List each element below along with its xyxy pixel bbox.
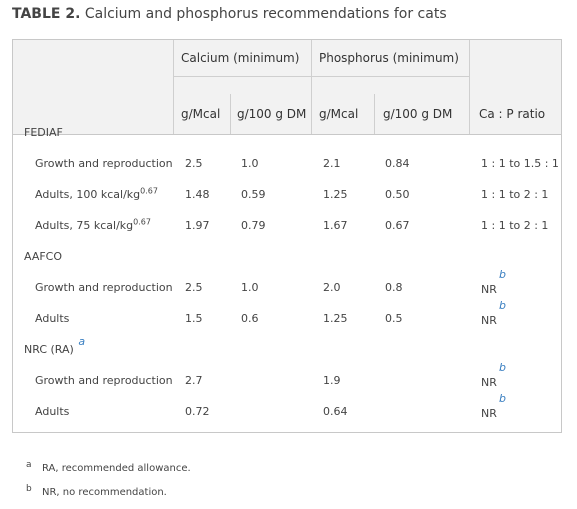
ratio-value: NR — [481, 283, 497, 296]
calcium-dm-header: g/100 g DM — [237, 107, 307, 121]
phosphorus-mcal-value: 2.1 — [323, 157, 341, 170]
group-label-nrc: NRC (RA) a — [24, 335, 85, 356]
phosphorus-mcal-value: 1.9 — [323, 374, 341, 387]
calcium-mcal-value: 1.48 — [185, 188, 210, 201]
phosphorus-dm-value: 0.67 — [385, 219, 410, 232]
row-label-text: Adults, 75 kcal/kg — [35, 219, 134, 232]
row-label: Growth and reproduction — [35, 374, 173, 387]
row-label: Growth and reproduction — [35, 281, 173, 294]
footnote-a-link[interactable]: a — [78, 335, 86, 348]
footnote-b-link[interactable]: b — [499, 361, 506, 374]
phosphorus-dm-value: 0.8 — [385, 281, 403, 294]
footnote-a-text: RA, recommended allowance. — [42, 463, 191, 474]
footnote-b-text: NR, no recommendation. — [42, 487, 167, 498]
row-label: Adults — [35, 312, 70, 325]
calcium-dm-value: 1.0 — [241, 157, 259, 170]
header-group-divider — [173, 76, 469, 77]
calcium-mcal-value: 2.7 — [185, 374, 203, 387]
phosphorus-dm-value: 0.50 — [385, 188, 410, 201]
calcium-mcal-value: 2.5 — [185, 157, 203, 170]
phosphorus-dm-value: 0.5 — [385, 312, 403, 325]
ratio-value: 1 : 1 to 2 : 1 — [481, 188, 549, 201]
exponent: 0.67 — [140, 186, 158, 196]
table-header: Calcium (minimum) Phosphorus (minimum) g… — [13, 40, 561, 135]
header-divider — [230, 94, 231, 134]
table-caption-text: Calcium and phosphorus recommendations f… — [84, 6, 447, 22]
calcium-dm-value: 1.0 — [241, 281, 259, 294]
header-divider — [374, 94, 375, 134]
ratio-value: 1 : 1 to 2 : 1 — [481, 219, 549, 232]
group-label-aafco: AAFCO — [24, 250, 63, 263]
calcium-mcal-header: g/Mcal — [181, 107, 221, 121]
row-label: Adults, 100 kcal/kg0.67 — [35, 186, 158, 201]
header-divider — [469, 40, 470, 134]
phosphorus-mcal-value: 1.25 — [323, 188, 348, 201]
calcium-mcal-value: 1.5 — [185, 312, 203, 325]
footnote-b-link[interactable]: b — [499, 299, 506, 312]
phosphorus-dm-header: g/100 g DM — [383, 107, 453, 121]
table-caption-label: TABLE 2. — [12, 6, 81, 22]
phosphorus-dm-value: 0.84 — [385, 157, 410, 170]
calcium-dm-value: 0.59 — [241, 188, 266, 201]
ratio-value: NR — [481, 407, 497, 420]
row-label: Adults — [35, 405, 70, 418]
row-label: Adults, 75 kcal/kg0.67 — [35, 217, 151, 232]
ratio-value: NR — [481, 314, 497, 327]
ratio-value: NR — [481, 376, 497, 389]
phosphorus-mcal-value: 0.64 — [323, 405, 348, 418]
phosphorus-group-header: Phosphorus (minimum) — [319, 51, 459, 65]
footnote-b-link[interactable]: b — [499, 268, 506, 281]
header-divider — [173, 40, 174, 134]
calcium-mcal-value: 0.72 — [185, 405, 210, 418]
phosphorus-mcal-value: 1.67 — [323, 219, 348, 232]
calcium-dm-value: 0.79 — [241, 219, 266, 232]
phosphorus-mcal-header: g/Mcal — [319, 107, 359, 121]
header-divider — [311, 40, 312, 134]
recommendations-table: Calcium (minimum) Phosphorus (minimum) g… — [12, 39, 562, 433]
row-label: Growth and reproduction — [35, 157, 173, 170]
exponent: 0.67 — [133, 217, 151, 227]
group-label-fediaf: FEDIAF — [24, 126, 63, 139]
table-caption: TABLE 2. Calcium and phosphorus recommen… — [12, 6, 447, 22]
phosphorus-mcal-value: 2.0 — [323, 281, 341, 294]
ratio-value: 1 : 1 to 1.5 : 1 — [481, 157, 559, 170]
ratio-header: Ca : P ratio — [479, 107, 546, 121]
footnote-b-link[interactable]: b — [499, 392, 506, 405]
calcium-mcal-value: 2.5 — [185, 281, 203, 294]
calcium-group-header: Calcium (minimum) — [181, 51, 300, 65]
phosphorus-mcal-value: 1.25 — [323, 312, 348, 325]
calcium-mcal-value: 1.97 — [185, 219, 210, 232]
footnote-a-mark: a — [26, 460, 32, 470]
footnote-b-mark: b — [26, 484, 32, 494]
row-label-text: Adults, 100 kcal/kg — [35, 188, 141, 201]
group-label-nrc-text: NRC (RA) — [24, 343, 74, 356]
calcium-dm-value: 0.6 — [241, 312, 259, 325]
